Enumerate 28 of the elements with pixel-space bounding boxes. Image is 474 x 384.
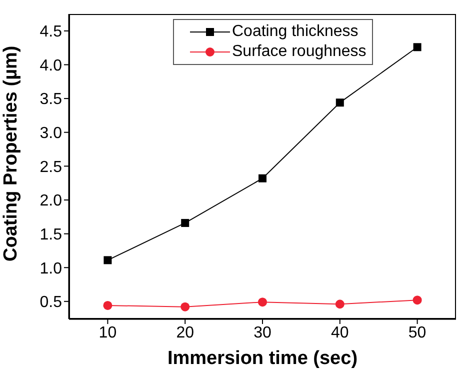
y-tick-label: 0.5 bbox=[40, 294, 62, 312]
point bbox=[258, 174, 266, 182]
point bbox=[258, 298, 267, 307]
x-tick-label: 50 bbox=[408, 324, 426, 342]
y-tick-label: 4.5 bbox=[40, 24, 62, 41]
y-tick-label: 1.5 bbox=[40, 226, 62, 244]
y-tick-label: 2.0 bbox=[40, 192, 62, 210]
point bbox=[181, 218, 190, 227]
legend-label: Coating thickness bbox=[232, 23, 358, 41]
y-axis-title: Coating Properties (µm) bbox=[0, 46, 22, 262]
point bbox=[104, 256, 112, 264]
y-tick-label: 4.0 bbox=[40, 57, 62, 74]
point bbox=[413, 43, 422, 52]
legend-label: Surface roughness bbox=[232, 43, 366, 61]
y-tick-label: 3.5 bbox=[40, 91, 62, 108]
x-axis-title: Immersion time (sec) bbox=[167, 348, 358, 369]
y-tick-label: 2.5 bbox=[40, 158, 62, 176]
y-tick-label: 1.0 bbox=[40, 260, 62, 278]
x-tick-label: 10 bbox=[98, 324, 117, 342]
x-tick-label: 40 bbox=[331, 324, 349, 342]
x-tick-label: 20 bbox=[176, 324, 194, 342]
point bbox=[103, 300, 112, 310]
x-tick-label: 30 bbox=[254, 324, 272, 342]
y-tick-label: 3.0 bbox=[40, 125, 62, 142]
point bbox=[336, 98, 344, 107]
point bbox=[180, 302, 190, 312]
point bbox=[335, 300, 344, 309]
point bbox=[412, 296, 422, 305]
